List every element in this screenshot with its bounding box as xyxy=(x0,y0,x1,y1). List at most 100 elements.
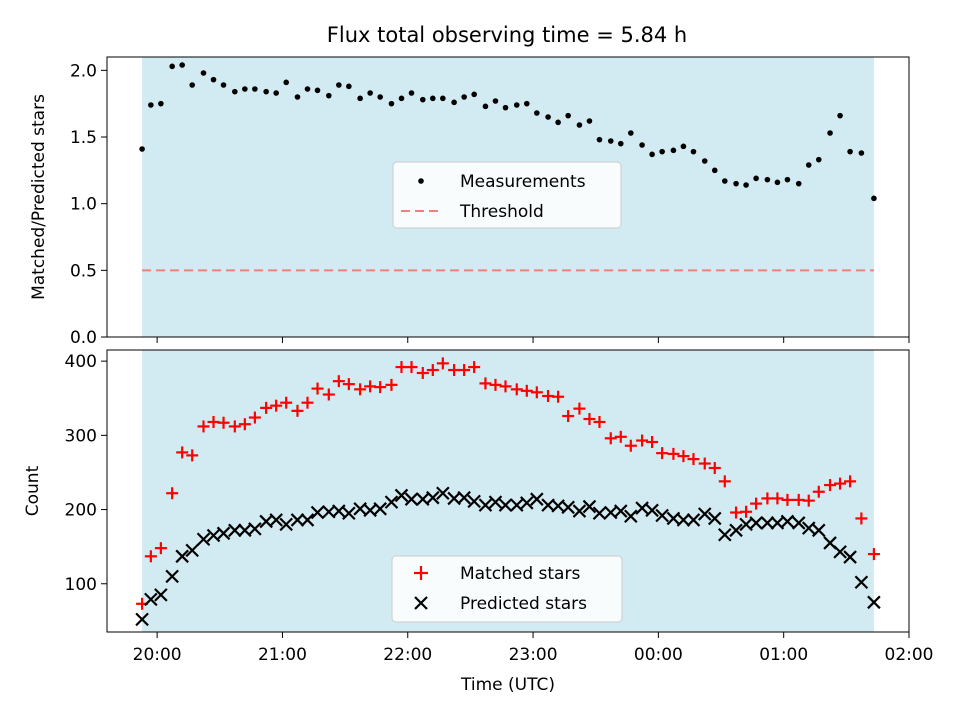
matched-star-point xyxy=(636,434,649,447)
matched-stars-points xyxy=(136,357,880,610)
measurement-point xyxy=(408,90,415,96)
predicted-star-point xyxy=(394,488,409,503)
predicted-star-point xyxy=(426,490,440,505)
predicted-star-stroke-b xyxy=(404,492,419,506)
predicted-star-stroke-b xyxy=(154,588,168,602)
matched-star-point xyxy=(416,367,429,380)
measurement-point xyxy=(847,148,853,155)
predicted-star-stroke-b xyxy=(300,513,315,527)
measurement-point xyxy=(858,150,865,156)
ratio-legend-box xyxy=(392,161,622,229)
measurement-point xyxy=(545,114,551,120)
matched-star-point xyxy=(291,404,304,417)
matched-star-point xyxy=(520,384,533,397)
predicted-star-stroke-b xyxy=(635,501,649,515)
predicted-star-stroke-b xyxy=(867,595,881,610)
predicted-star-point xyxy=(279,517,293,532)
measurement-point xyxy=(440,95,446,102)
measurement-point xyxy=(220,82,227,88)
predicted-star-stroke-b xyxy=(854,575,869,590)
threshold-legend-label: Threshold xyxy=(459,202,544,222)
measurement-point xyxy=(586,118,593,124)
matched-star-point xyxy=(332,375,345,388)
ratio-y-axis: 0.0 0.5 1.0 1.5 2.0 xyxy=(70,61,107,348)
predicted-star-point xyxy=(614,504,628,518)
predicted-star-stroke-b xyxy=(801,521,816,535)
measurement-point xyxy=(430,95,436,102)
measurement-point xyxy=(795,180,802,187)
time-x-tick-label: 00:00 xyxy=(634,645,683,665)
measurement-point xyxy=(388,100,395,107)
matched-star-point xyxy=(426,364,439,377)
matched-star-point xyxy=(207,415,220,428)
chart-title: Flux total observing time = 5.84 h xyxy=(327,23,687,47)
matched-star-point xyxy=(395,361,408,374)
predicted-star-stroke-b xyxy=(520,496,534,510)
predicted-star-stroke-b xyxy=(238,523,252,538)
measurement-point xyxy=(148,102,154,108)
matched-star-point xyxy=(667,447,680,460)
predicted-star-point xyxy=(645,503,659,518)
measurement-point xyxy=(139,146,145,152)
predicted-star-point xyxy=(676,513,691,527)
matched-star-point xyxy=(364,380,377,393)
predicted-star-point xyxy=(154,588,168,602)
predicted-star-stroke-b xyxy=(770,516,785,530)
measurement-point xyxy=(523,100,530,107)
count-legend: Matched stars Predicted stars xyxy=(391,555,623,623)
predicted-star-point xyxy=(729,523,743,538)
predicted-star-stroke-b xyxy=(467,494,481,509)
measurements-legend-label: Measurements xyxy=(460,172,586,192)
predicted-star-point xyxy=(592,506,607,521)
predicted-star-stroke-b xyxy=(447,491,461,506)
measurement-point xyxy=(617,140,624,147)
measurement-point xyxy=(419,96,426,103)
predicted-star-point xyxy=(175,549,189,564)
matched-star-point xyxy=(448,364,461,377)
count-y-axis: 100 200 300 400 xyxy=(65,352,107,595)
predicted-star-stroke-b xyxy=(603,505,618,520)
measurement-point xyxy=(367,90,373,96)
predicted-star-point xyxy=(185,543,199,558)
ratio-x-ticks xyxy=(156,337,910,343)
ratio-y-tick-label: 0.5 xyxy=(70,261,97,281)
ratio-y-tick-label: 2.0 xyxy=(70,61,97,81)
predicted-star-point xyxy=(135,612,149,627)
predicted-star-stroke-b xyxy=(791,516,806,530)
time-x-axis: 20:00 21:00 22:00 23:00 00:00 01:00 02:00 xyxy=(133,632,934,665)
time-x-tick-label: 21:00 xyxy=(258,645,307,665)
matched-star-point xyxy=(646,436,659,449)
measurement-point xyxy=(294,94,301,100)
matched-star-point xyxy=(489,378,502,391)
predicted-star-stroke-b xyxy=(206,528,221,543)
predicted-legend-marker xyxy=(414,596,428,610)
measurements-legend-marker xyxy=(418,178,424,184)
matched-star-point xyxy=(468,361,481,374)
matched-star-point xyxy=(698,457,711,470)
matched-star-point xyxy=(740,505,753,518)
measurement-point xyxy=(273,90,279,96)
measurement-point xyxy=(784,176,791,183)
predicted-star-point xyxy=(561,500,575,515)
predicted-star-point xyxy=(760,516,775,530)
ratio-panel: 0.00.51.01.52.0 Matched/Predicted stars … xyxy=(29,56,910,348)
count-y-tick-label: 400 xyxy=(65,352,97,372)
predicted-star-stroke-b xyxy=(185,543,199,558)
matched-star-point xyxy=(771,492,784,505)
predicted-star-stroke-b xyxy=(530,492,544,506)
measurement-point xyxy=(607,138,614,144)
matched-legend-label: Matched stars xyxy=(460,564,580,584)
predicted-star-point xyxy=(216,526,231,541)
measurement-point xyxy=(753,175,759,182)
time-x-tick-label: 22:00 xyxy=(383,645,432,665)
matched-star-point xyxy=(844,475,857,488)
predicted-star-point xyxy=(228,523,242,538)
measurement-point xyxy=(263,88,269,95)
ratio-panel-frame xyxy=(106,56,910,338)
predicted-star-point xyxy=(165,569,179,584)
matched-star-point xyxy=(499,380,512,393)
predicted-star-stroke-b xyxy=(561,500,575,515)
predicted-star-stroke-b xyxy=(686,513,701,527)
measurement-point xyxy=(346,83,352,90)
matched-star-point xyxy=(510,383,523,396)
